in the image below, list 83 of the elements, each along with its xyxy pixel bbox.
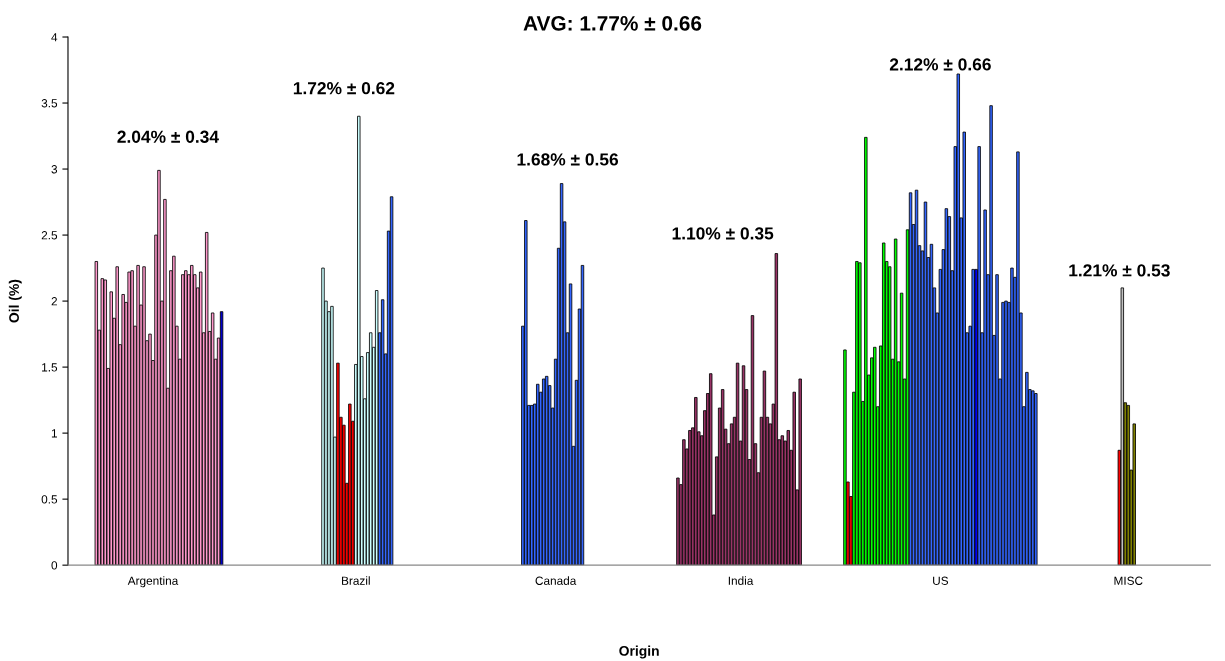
bar [369, 332, 373, 566]
bar [780, 435, 784, 566]
y-tick-label: 4 [51, 33, 58, 42]
bar [798, 378, 802, 566]
bar [199, 271, 203, 566]
bar [184, 270, 188, 566]
bar [720, 389, 725, 566]
bar [989, 105, 993, 566]
bar [204, 232, 209, 566]
bar [843, 349, 847, 566]
bar [786, 430, 790, 566]
bar [1016, 151, 1020, 566]
y-tick-label: 3.5 [41, 99, 58, 108]
bar [709, 373, 713, 566]
bar [864, 136, 868, 566]
bar [559, 183, 564, 566]
bar [348, 403, 352, 566]
bar [873, 346, 877, 566]
bar [1126, 404, 1130, 566]
bar [336, 362, 340, 566]
bar [148, 333, 152, 566]
annotation: 2.12% ± 0.66 [889, 58, 991, 71]
bar [944, 208, 949, 566]
bar [1132, 423, 1136, 566]
bar [995, 274, 999, 566]
bar [157, 169, 161, 566]
bar [389, 196, 394, 566]
bar [172, 255, 176, 566]
bar [682, 439, 686, 566]
bar [142, 266, 146, 566]
bar [330, 305, 334, 566]
x-tick-label: US [933, 576, 949, 585]
bar [190, 265, 194, 566]
annotation: 2.04% ± 0.34 [117, 130, 219, 143]
bar [374, 290, 379, 566]
bar [357, 115, 361, 566]
bar [121, 294, 125, 566]
y-tick-label: 2 [51, 297, 57, 306]
bar [136, 265, 140, 566]
bar [536, 383, 540, 566]
bar [962, 131, 966, 566]
bar [163, 199, 167, 566]
bar [762, 370, 767, 566]
bar [380, 299, 385, 566]
annotation: 1.72% ± 0.62 [293, 82, 395, 95]
bar [792, 391, 796, 566]
x-tick-label: Brazil [342, 576, 370, 585]
bar [899, 292, 904, 566]
y-tick-label: 1.5 [42, 363, 58, 372]
x-tick-label: MISC [1114, 576, 1143, 585]
bar [321, 267, 325, 566]
bar [524, 220, 528, 566]
bar [219, 311, 224, 566]
bar [109, 291, 113, 566]
y-tick-label: 0.5 [41, 495, 58, 504]
y-tick-label: 2.5 [41, 231, 58, 240]
y-tick-label: 0 [51, 561, 58, 570]
annotation: 1.21% ± 0.53 [1069, 264, 1170, 277]
x-tick-label: Argentina [127, 576, 179, 588]
bar [115, 266, 119, 566]
bar [983, 209, 987, 566]
bar [210, 312, 215, 566]
bar [956, 73, 960, 566]
y-tick-label: 1 [51, 429, 57, 438]
y-axis-title: Oil (%) [8, 279, 22, 323]
x-axis-title: Origin [619, 645, 659, 659]
bar [882, 242, 886, 566]
bar [893, 238, 898, 566]
y-tick-label: 3 [51, 165, 58, 174]
bar [1025, 371, 1029, 566]
chart-title: AVG: 1.77% ± 0.66 [523, 15, 702, 31]
bar [1010, 267, 1014, 566]
bar [774, 253, 779, 566]
bar [1120, 287, 1124, 566]
bar [1034, 393, 1038, 566]
bar [676, 477, 680, 566]
annotation: 1.68% ± 0.56 [517, 153, 619, 166]
bar [94, 261, 99, 566]
bar [694, 397, 698, 566]
x-tick-label: Canada [535, 576, 577, 585]
bar [977, 146, 981, 566]
annotation: 1.10% ± 0.35 [672, 227, 774, 240]
x-tick-label: India [728, 576, 754, 585]
